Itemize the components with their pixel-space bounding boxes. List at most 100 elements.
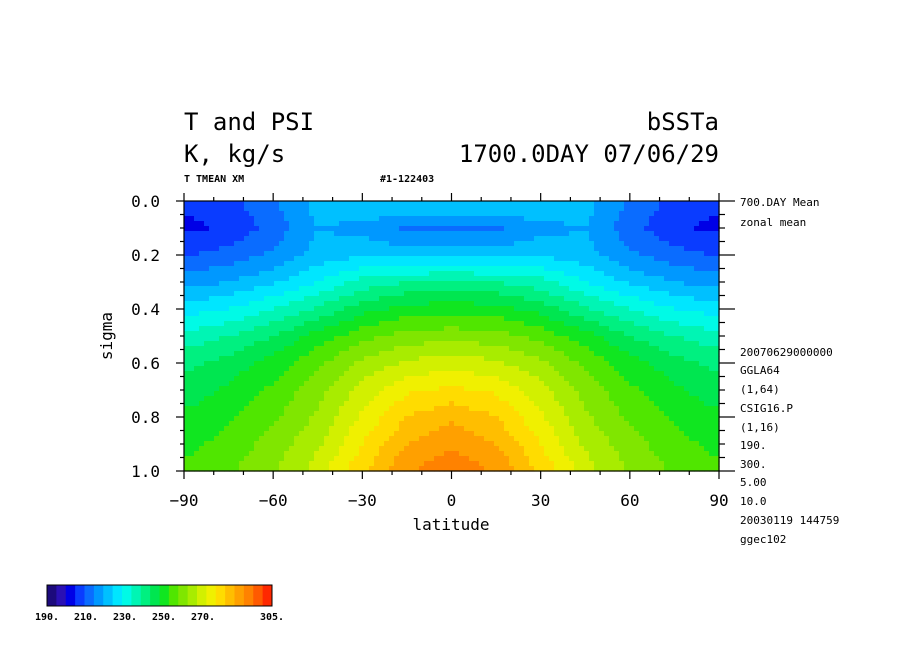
heatmap-cell bbox=[519, 276, 525, 282]
heatmap-cell bbox=[344, 406, 350, 412]
heatmap-cell bbox=[564, 241, 570, 247]
heatmap-cell bbox=[609, 371, 615, 377]
heatmap-cell bbox=[624, 371, 630, 377]
heatmap-cell bbox=[424, 251, 430, 257]
heatmap-cell bbox=[684, 421, 690, 427]
heatmap-cell bbox=[384, 346, 390, 352]
heatmap-cell bbox=[679, 231, 685, 237]
heatmap-cell bbox=[439, 291, 445, 297]
heatmap-cell bbox=[269, 241, 275, 247]
heatmap-cell bbox=[464, 246, 470, 252]
heatmap-cell bbox=[489, 336, 495, 342]
heatmap-cell bbox=[584, 426, 590, 432]
heatmap-cell bbox=[674, 251, 680, 257]
heatmap-cell bbox=[644, 201, 650, 207]
heatmap-cell bbox=[294, 201, 300, 207]
heatmap-cell bbox=[414, 351, 420, 357]
heatmap-cell bbox=[569, 406, 575, 412]
heatmap-cell bbox=[419, 276, 425, 282]
heatmap-cell bbox=[219, 316, 225, 322]
heatmap-cell bbox=[699, 346, 705, 352]
heatmap-cell bbox=[649, 266, 655, 272]
heatmap-cell bbox=[529, 251, 535, 257]
heatmap-cell bbox=[339, 321, 345, 327]
heatmap-cell bbox=[534, 216, 540, 222]
heatmap-cell bbox=[524, 251, 530, 257]
heatmap-cell bbox=[219, 361, 225, 367]
heatmap-cell bbox=[384, 231, 390, 237]
heatmap-cell bbox=[654, 281, 660, 287]
heatmap-cell bbox=[614, 346, 620, 352]
heatmap-cell bbox=[459, 361, 465, 367]
heatmap-cell bbox=[509, 281, 515, 287]
heatmap-cell bbox=[584, 296, 590, 302]
heatmap-cell bbox=[399, 366, 405, 372]
heatmap-cell bbox=[214, 271, 220, 277]
heatmap-cell bbox=[424, 371, 430, 377]
heatmap-cell bbox=[364, 416, 370, 422]
heatmap-cell bbox=[294, 341, 300, 347]
heatmap-cell bbox=[699, 211, 705, 217]
heatmap-cell bbox=[689, 216, 695, 222]
heatmap-cell bbox=[559, 251, 565, 257]
heatmap-cell bbox=[704, 296, 710, 302]
heatmap-cell bbox=[409, 301, 415, 307]
heatmap-cell bbox=[294, 406, 300, 412]
heatmap-cell bbox=[504, 376, 510, 382]
heatmap-cell bbox=[674, 341, 680, 347]
heatmap-cell bbox=[254, 431, 260, 437]
heatmap-cell bbox=[374, 421, 380, 427]
heatmap-cell bbox=[254, 206, 260, 212]
heatmap-cell bbox=[574, 341, 580, 347]
heatmap-cell bbox=[474, 351, 480, 357]
heatmap-cell bbox=[329, 266, 335, 272]
heatmap-cell bbox=[589, 246, 595, 252]
heatmap-cell bbox=[519, 226, 525, 232]
heatmap-cell bbox=[634, 246, 640, 252]
heatmap-cell bbox=[509, 336, 515, 342]
heatmap-cell bbox=[504, 371, 510, 377]
heatmap-cell bbox=[554, 336, 560, 342]
heatmap-cell bbox=[704, 341, 710, 347]
heatmap-cell bbox=[674, 271, 680, 277]
heatmap-cell bbox=[564, 366, 570, 372]
heatmap-cell bbox=[239, 206, 245, 212]
heatmap-cell bbox=[439, 351, 445, 357]
heatmap-cell bbox=[379, 381, 385, 387]
heatmap-cell bbox=[404, 361, 410, 367]
heatmap-cell bbox=[484, 341, 490, 347]
heatmap-cell bbox=[229, 426, 235, 432]
heatmap-cell bbox=[494, 296, 500, 302]
heatmap-cell bbox=[459, 416, 465, 422]
heatmap-cell bbox=[334, 341, 340, 347]
heatmap-cell bbox=[444, 331, 450, 337]
heatmap-cell bbox=[189, 401, 195, 407]
heatmap-cell bbox=[369, 296, 375, 302]
heatmap-cell bbox=[494, 226, 500, 232]
heatmap-cell bbox=[514, 241, 520, 247]
heatmap-cell bbox=[214, 301, 220, 307]
heatmap-cell bbox=[289, 236, 295, 242]
heatmap-cell bbox=[634, 361, 640, 367]
heatmap-cell bbox=[619, 421, 625, 427]
heatmap-cell bbox=[509, 311, 515, 317]
heatmap-cell bbox=[424, 201, 430, 207]
heatmap-cell bbox=[409, 331, 415, 337]
heatmap-cell bbox=[564, 401, 570, 407]
heatmap-cell bbox=[319, 326, 325, 332]
heatmap-cell bbox=[599, 336, 605, 342]
heatmap-cell bbox=[669, 201, 675, 207]
heatmap-cell bbox=[304, 356, 310, 362]
heatmap-cell bbox=[534, 301, 540, 307]
heatmap-cell bbox=[624, 411, 630, 417]
heatmap-cell bbox=[404, 301, 410, 307]
heatmap-cell bbox=[239, 406, 245, 412]
heatmap-cell bbox=[209, 366, 215, 372]
heatmap-cell bbox=[414, 306, 420, 312]
heatmap-cell bbox=[459, 276, 465, 282]
heatmap-cell bbox=[554, 266, 560, 272]
heatmap-cell bbox=[459, 246, 465, 252]
heatmap-cell bbox=[289, 271, 295, 277]
heatmap-cell bbox=[339, 386, 345, 392]
heatmap-cell bbox=[634, 271, 640, 277]
